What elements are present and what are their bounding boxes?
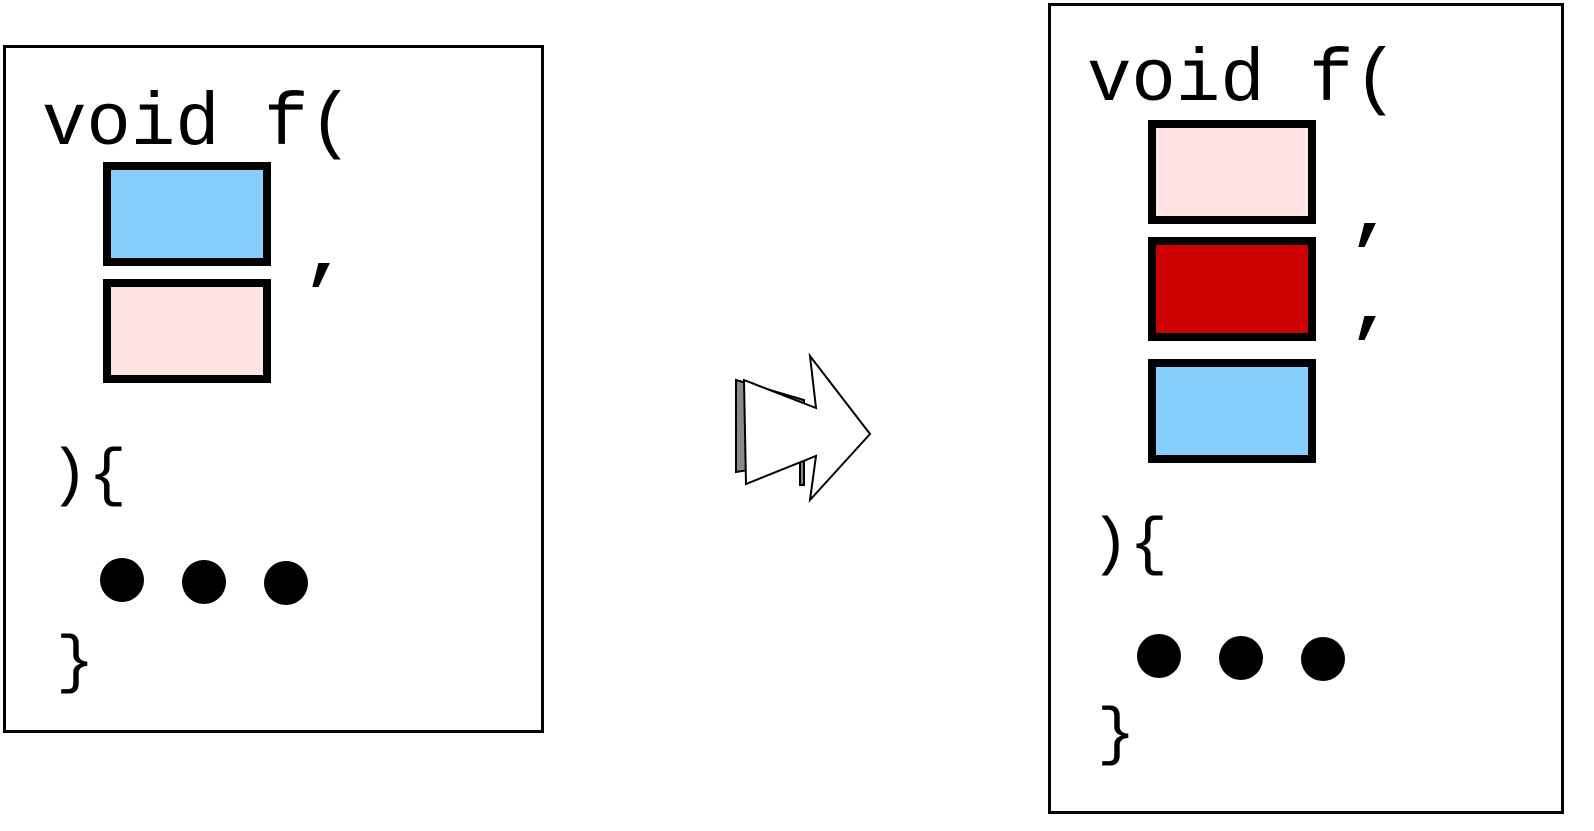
- right-ellipsis-dot-1: [1137, 634, 1181, 678]
- right-param-box-3: [1148, 359, 1316, 463]
- right-param-comma-2: ,: [1349, 266, 1394, 350]
- right-code-panel: void f( , , ){ }: [1048, 3, 1564, 814]
- right-function-signature: void f(: [1087, 39, 1398, 123]
- left-code-panel: void f( , ){ }: [3, 45, 544, 733]
- arrow-body: [742, 352, 872, 504]
- left-ellipsis-dot-2: [182, 560, 226, 604]
- right-body-open: ){: [1091, 510, 1168, 582]
- right-ellipsis-dot-2: [1219, 636, 1263, 680]
- right-param-box-2: [1148, 237, 1316, 341]
- right-param-box-1: [1148, 120, 1316, 224]
- left-param-box-1: [103, 162, 271, 266]
- left-ellipsis-dot-3: [264, 561, 308, 605]
- left-ellipsis-dot-1: [100, 558, 144, 602]
- left-body-close: }: [56, 628, 95, 700]
- left-body-open: ){: [50, 441, 127, 513]
- left-function-signature: void f(: [42, 83, 353, 167]
- left-param-comma: ,: [303, 213, 348, 297]
- right-body-close: }: [1097, 700, 1136, 772]
- left-param-box-2: [103, 279, 271, 383]
- right-param-comma-1: ,: [1349, 173, 1394, 257]
- right-ellipsis-dot-3: [1301, 637, 1345, 681]
- transform-arrow-icon: [735, 352, 872, 504]
